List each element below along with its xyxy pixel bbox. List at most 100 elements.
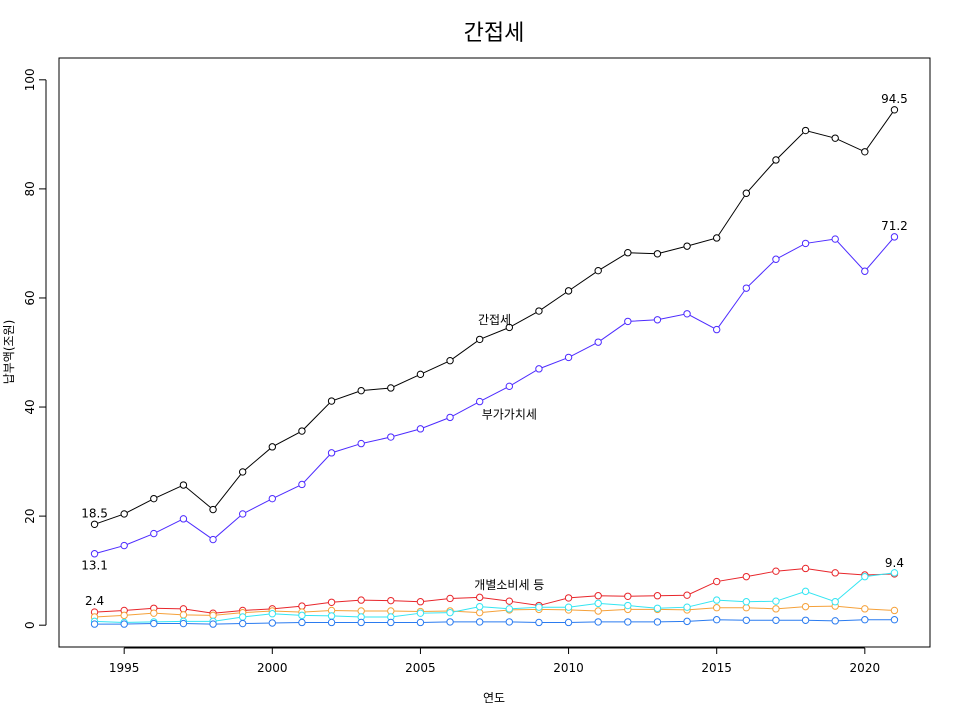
data-point: [268, 494, 277, 503]
data-point: [268, 443, 277, 451]
data-point: [742, 284, 751, 292]
data-point: [772, 616, 780, 624]
data-point: [831, 617, 839, 625]
data-point: [475, 602, 484, 611]
series-line-4: [94, 572, 895, 623]
data-point: [772, 156, 780, 164]
data-point: [505, 323, 514, 332]
data-point: [90, 620, 99, 628]
data-point: [594, 592, 602, 600]
data-point: [446, 618, 454, 626]
data-point: [712, 604, 721, 612]
data-point: [801, 126, 810, 135]
data-point: [327, 598, 336, 606]
data-point: [416, 618, 425, 627]
data-point: [446, 608, 454, 617]
data-point: [505, 618, 514, 626]
annotation-label: 13.1: [81, 559, 108, 573]
data-point: [90, 550, 99, 558]
data-point: [238, 510, 247, 518]
data-point: [742, 598, 751, 606]
data-point: [179, 481, 188, 489]
data-point: [535, 603, 543, 611]
data-point: [120, 510, 128, 518]
plot-frame: [58, 57, 931, 648]
data-point: [238, 619, 247, 628]
annotation-label: 간접세: [478, 313, 511, 327]
data-point: [712, 596, 721, 604]
x-tick-label: 1995: [109, 661, 140, 675]
data-point: [624, 248, 632, 257]
data-point: [298, 427, 306, 435]
data-point: [120, 541, 128, 550]
data-point: [564, 618, 573, 627]
data-point: [683, 617, 691, 626]
data-point: [683, 591, 691, 599]
data-point: [475, 593, 484, 602]
data-point: [475, 335, 484, 344]
data-point: [831, 134, 839, 142]
data-point: [742, 616, 751, 624]
data-point: [446, 413, 454, 422]
data-point: [387, 596, 395, 605]
data-point: [238, 613, 247, 621]
data-point: [801, 587, 810, 596]
data-point: [327, 397, 336, 405]
data-point: [150, 609, 158, 617]
x-axis: 1995 2000 2005 2010 2015 2020: [109, 647, 881, 675]
chart-title: 간접세: [464, 21, 525, 46]
annotation-label: 부가가치세: [482, 408, 537, 422]
series-line-0: [94, 109, 895, 525]
data-point: [801, 616, 810, 624]
data-point: [653, 250, 662, 258]
annotation-label: 9.4: [885, 556, 904, 570]
data-point: [209, 535, 217, 544]
data-point: [624, 592, 632, 600]
data-point: [594, 338, 602, 346]
data-point: [712, 234, 721, 242]
data-point: [861, 148, 869, 156]
data-point: [564, 594, 573, 602]
data-point: [594, 266, 602, 275]
data-point: [327, 618, 336, 627]
data-point: [327, 449, 336, 457]
data-point: [416, 370, 425, 379]
data-point: [416, 425, 425, 433]
data-point: [535, 618, 543, 627]
annotation-label: 18.5: [81, 506, 108, 520]
data-point: [653, 618, 662, 626]
data-point: [298, 618, 306, 627]
data-point: [772, 605, 780, 613]
series-line-3: [94, 605, 895, 618]
data-point: [179, 619, 188, 628]
data-point: [801, 602, 810, 611]
data-point: [505, 597, 514, 605]
data-point: [712, 325, 721, 334]
data-point: [861, 267, 869, 275]
data-point: [861, 572, 869, 581]
data-point: [298, 611, 306, 620]
data-point: [387, 618, 395, 627]
data-point: [505, 605, 514, 613]
data-point: [150, 494, 158, 503]
data-point: [624, 601, 632, 610]
data-point: [890, 106, 899, 114]
data-point: [801, 564, 810, 573]
data-point: [505, 382, 514, 391]
y-tick-label: 100: [23, 68, 37, 91]
data-point: [712, 577, 721, 586]
x-tick-label: 2005: [405, 661, 436, 675]
data-point: [416, 609, 425, 617]
annotation-label: 2.4: [85, 594, 104, 608]
data-point: [209, 620, 217, 628]
data-point: [475, 608, 484, 617]
data-point: [683, 603, 691, 611]
data-point: [475, 397, 484, 406]
data-point: [179, 515, 188, 523]
data-point: [179, 611, 188, 619]
data-point: [831, 569, 839, 577]
data-point: [831, 235, 839, 243]
data-point: [624, 618, 632, 626]
x-tick-label: 2020: [850, 661, 881, 675]
